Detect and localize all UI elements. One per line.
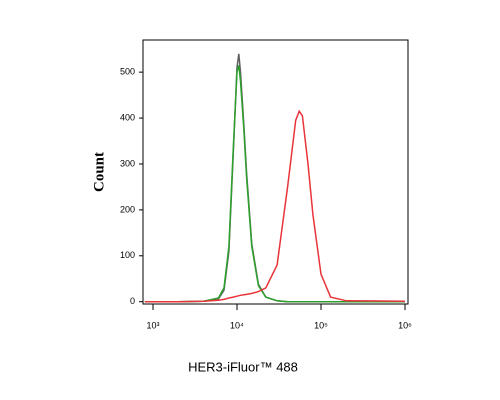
series-line xyxy=(144,65,405,303)
y-tick-label: 0 xyxy=(130,296,135,306)
x-tick-label: 10³ xyxy=(147,320,160,330)
y-axis-label: Count xyxy=(91,152,107,192)
x-tick-label: 10⁶ xyxy=(398,320,412,330)
series-line xyxy=(144,53,405,303)
x-tick-label: 10⁵ xyxy=(314,320,328,330)
y-tick-label: 200 xyxy=(120,204,135,214)
series-line xyxy=(144,109,406,303)
y-tick-label: 500 xyxy=(120,67,135,77)
x-axis-label: HER3-iFluor™ 488 xyxy=(188,359,298,374)
y-tick-label: 100 xyxy=(120,250,135,260)
y-tick-label: 400 xyxy=(120,112,135,122)
y-tick-label: 300 xyxy=(120,158,135,168)
plot-frame xyxy=(142,39,409,305)
x-tick-label: 10⁴ xyxy=(230,320,244,330)
